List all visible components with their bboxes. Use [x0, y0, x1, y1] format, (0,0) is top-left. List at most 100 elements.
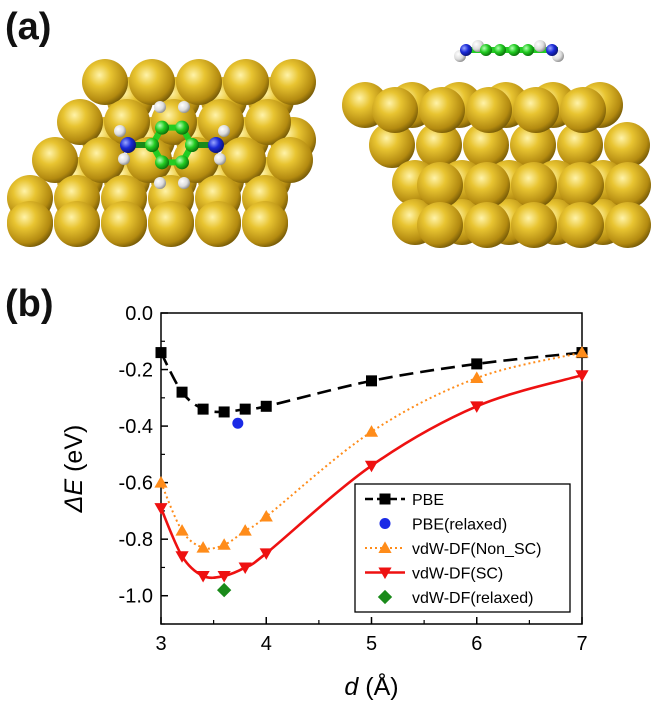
carbon-atom	[175, 120, 189, 135]
panel-label-b: (b)	[5, 283, 54, 325]
gold-atom	[511, 162, 557, 208]
legend-label: vdW-DF(SC)	[412, 566, 503, 583]
panel-a-structures	[7, 40, 651, 248]
gold-atom	[464, 202, 510, 248]
data-point	[575, 345, 589, 358]
gold-atom	[510, 122, 556, 168]
hydrogen-atom	[114, 125, 126, 137]
x-tick-label: 3	[155, 633, 166, 655]
data-point	[470, 401, 484, 413]
data-point	[196, 541, 210, 553]
data-point	[154, 503, 168, 515]
data-point	[239, 403, 251, 415]
legend-marker	[377, 589, 393, 605]
molecule-side-view	[454, 40, 564, 62]
data-point	[217, 538, 231, 550]
nitrogen-atom	[546, 44, 558, 56]
legend-label: PBE(relaxed)	[412, 517, 507, 534]
gold-atom	[466, 87, 512, 133]
carbon-atom	[522, 44, 534, 56]
gold-atom	[57, 99, 103, 145]
molecule-top-view	[114, 101, 230, 189]
legend-label: PBE	[412, 492, 444, 509]
gold-atom	[464, 162, 510, 208]
data-point	[218, 406, 230, 418]
gold-slab-top-view	[7, 59, 316, 247]
gold-atom	[605, 162, 651, 208]
series-lines	[161, 351, 582, 580]
panel-label-a: (a)	[5, 6, 52, 48]
gold-atom	[416, 122, 462, 168]
data-point	[259, 509, 273, 522]
gold-atom	[270, 59, 316, 105]
legend-label: vdW-DF(Non_SC)	[412, 541, 542, 558]
hydrogen-atom	[178, 101, 190, 113]
gold-atom	[82, 59, 128, 105]
carbon-atom	[508, 44, 520, 56]
series-line-pbe	[161, 351, 582, 414]
gold-atom	[129, 59, 175, 105]
data-point	[238, 562, 252, 575]
nitrogen-atom	[208, 137, 224, 153]
legend-label: vdW-DF(relaxed)	[412, 590, 534, 607]
data-point	[470, 371, 484, 383]
legend: PBE PBE(relaxed) vdW-DF(Non_SC) vdW-DF(SC) v…	[354, 483, 571, 613]
hydrogen-atom	[214, 153, 226, 165]
y-axis-label-unit: (eV)	[60, 425, 88, 479]
carbon-atom	[185, 138, 199, 152]
data-point	[575, 370, 589, 382]
data-point	[217, 582, 232, 598]
legend-marker	[379, 493, 391, 505]
gold-atom	[7, 201, 53, 247]
data-point	[175, 551, 189, 563]
gold-atom	[557, 122, 603, 168]
gold-atom	[511, 202, 557, 248]
series-line-vdw-df-sc-	[161, 373, 582, 580]
gold-atom	[242, 201, 288, 247]
data-point	[176, 386, 188, 398]
data-point	[197, 403, 209, 415]
axis-ticks: 3 4 5 6 7 0.0 -0.2 -0.4 -0.6 -0.8 -1.0	[119, 303, 588, 655]
gold-atom	[176, 59, 222, 105]
gold-atom	[148, 201, 194, 247]
gold-atom	[560, 87, 606, 133]
carbon-atom	[155, 120, 169, 135]
data-point	[260, 400, 272, 412]
data-point	[364, 425, 379, 437]
carbon-atom	[155, 155, 169, 170]
gold-atom	[220, 137, 266, 183]
hydrogen-atom	[118, 153, 130, 165]
x-tick-label: 7	[576, 633, 587, 655]
hydrogen-atom	[534, 40, 546, 52]
gold-atom	[79, 137, 125, 183]
hydrogen-atom	[218, 125, 230, 137]
gold-atom	[417, 162, 463, 208]
y-tick-label: 0.0	[125, 303, 153, 325]
y-tick-label: -0.8	[119, 529, 153, 551]
gold-atom	[558, 202, 604, 248]
y-tick-label: -0.4	[119, 416, 153, 438]
gold-atom	[54, 201, 100, 247]
gold-atom	[173, 137, 219, 183]
x-axis-label-symbol: d	[344, 673, 359, 701]
x-tick-label: 4	[261, 633, 272, 655]
carbon-atom	[175, 155, 189, 170]
carbon-atom	[480, 44, 492, 56]
data-point	[217, 570, 231, 583]
gold-atom	[245, 99, 291, 145]
gold-atom	[195, 201, 241, 247]
x-tick-label: 6	[471, 633, 482, 655]
gold-atom	[558, 162, 604, 208]
legend-marker	[378, 567, 392, 580]
data-point	[471, 358, 483, 370]
gold-atom	[605, 202, 651, 248]
gold-atom	[417, 202, 463, 248]
gold-atom	[101, 201, 147, 247]
hydrogen-atom	[154, 101, 166, 113]
carbon-atom	[494, 44, 506, 56]
hydrogen-atom	[178, 177, 190, 189]
nitrogen-atom	[460, 44, 472, 56]
nitrogen-atom	[120, 137, 136, 153]
data-point	[196, 570, 210, 583]
